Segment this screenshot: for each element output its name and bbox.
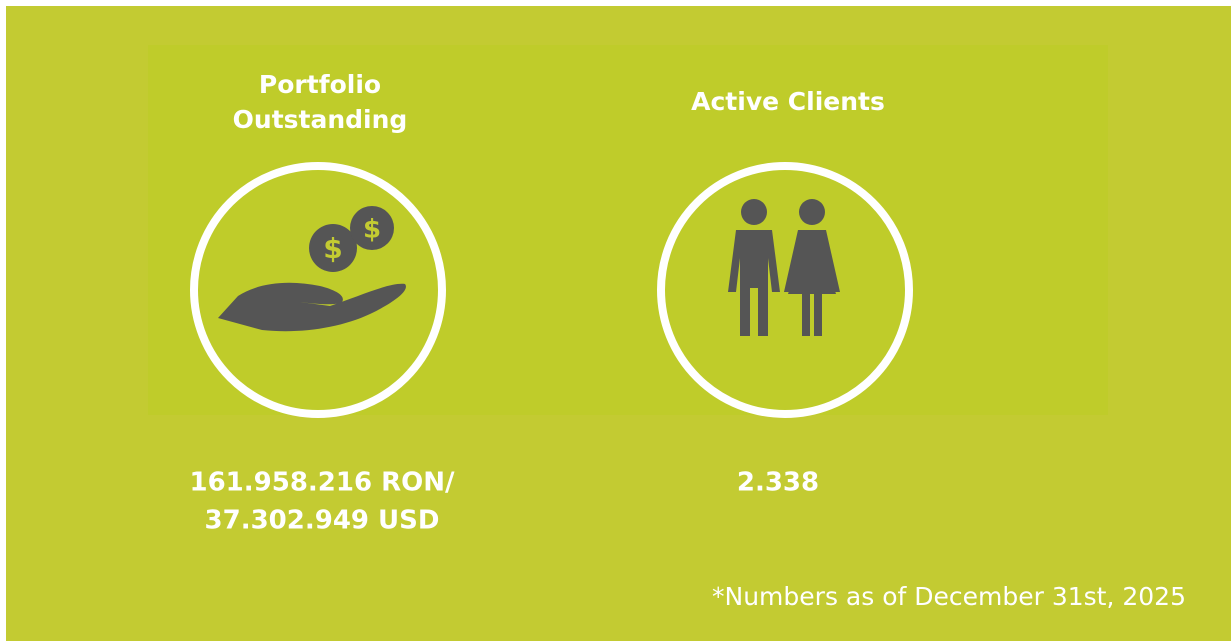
footnote: *Numbers as of December 31st, 2025 (712, 582, 1186, 611)
stat-title: Portfolio (259, 70, 381, 99)
people-icon (728, 199, 840, 336)
stat-value: 37.302.949 USD (205, 506, 440, 536)
stat-value: 2.338 (737, 468, 819, 498)
stat-value: 161.958.216 RON/ (189, 468, 455, 498)
svg-text:$: $ (323, 232, 342, 265)
stat-title: Outstanding (233, 105, 408, 134)
svg-text:$: $ (363, 215, 381, 245)
stat-title: Active Clients (691, 87, 885, 116)
circle (190, 162, 446, 418)
hand-coins-icon: $ $ (218, 206, 406, 332)
circle (657, 162, 913, 418)
panel (148, 45, 1108, 415)
